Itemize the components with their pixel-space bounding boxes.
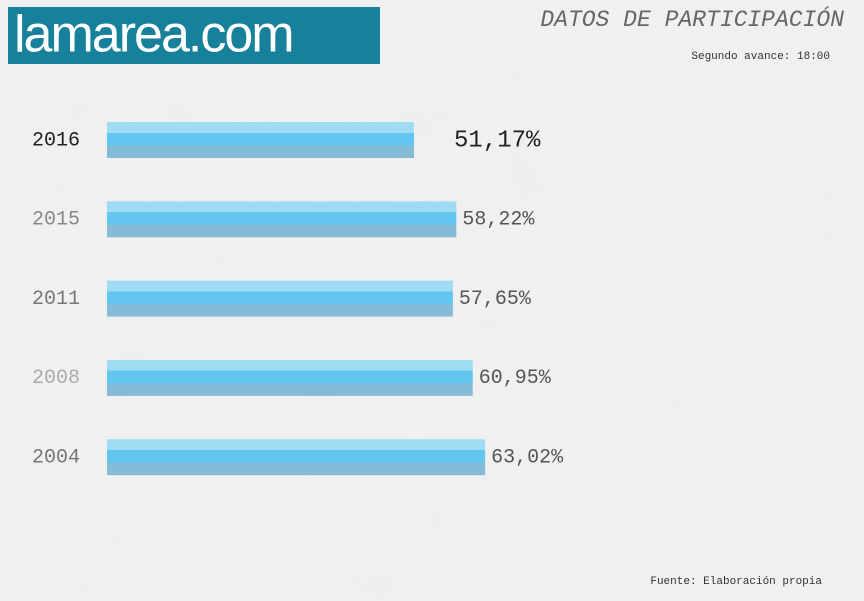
bar <box>107 122 415 158</box>
logo-box <box>8 7 380 64</box>
value-label: 57,65% <box>459 288 532 311</box>
value-label: 60,95% <box>479 367 552 390</box>
bar <box>107 280 453 317</box>
chart-title: DATOS DE PARTICIPACIÓN <box>540 5 844 33</box>
logo: lamarea.com <box>14 6 293 64</box>
category-label: 2008 <box>32 367 80 390</box>
bar <box>107 359 473 396</box>
value-label: 58,22% <box>462 209 535 232</box>
category-label: 2016 <box>32 129 80 152</box>
category-label: 2015 <box>32 209 80 232</box>
bar <box>107 201 457 238</box>
value-label: 63,02% <box>491 446 564 469</box>
category-label: 2011 <box>32 288 80 311</box>
value-label: 51,17% <box>454 127 541 154</box>
subtitle: Segundo avance: 18:00 <box>691 51 830 63</box>
category-label: 2004 <box>32 446 80 469</box>
source: Fuente: Elaboración propia <box>650 576 822 588</box>
bar <box>107 439 486 476</box>
